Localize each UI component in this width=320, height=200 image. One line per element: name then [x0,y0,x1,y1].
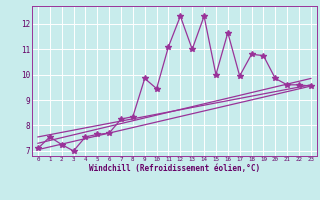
X-axis label: Windchill (Refroidissement éolien,°C): Windchill (Refroidissement éolien,°C) [89,164,260,173]
